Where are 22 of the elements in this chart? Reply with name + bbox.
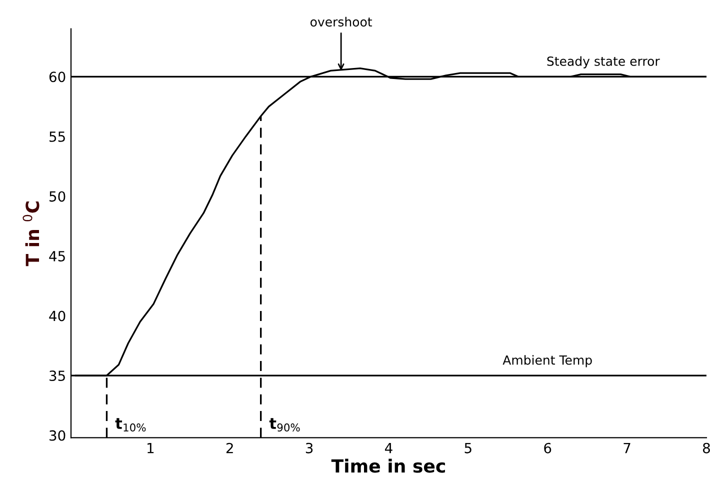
y-tick-label: 40 <box>49 310 66 322</box>
y-tick-label: 50 <box>50 191 66 202</box>
ref-line-label: Ambient Temp <box>502 355 592 368</box>
ref-line-label: t$_{90%}$ <box>269 418 300 432</box>
x-tick-label: 1 <box>148 443 154 454</box>
y-tick-label: 30 <box>50 430 66 441</box>
y-tick-label: 55 <box>50 132 65 142</box>
x-tick-label: 7 <box>624 443 630 454</box>
y-tick-label: 60 <box>49 72 66 82</box>
y-tick-label: 35 <box>50 370 65 382</box>
x-tick-label: 2 <box>226 442 233 454</box>
x-tick-label: 4 <box>384 443 392 454</box>
ref-line-label: Steady state error <box>547 56 660 68</box>
x-tick-label: 8 <box>702 442 710 454</box>
y-tick-label: 45 <box>49 251 65 262</box>
x-tick-label: 3 <box>306 442 313 454</box>
x-tick-label: 5 <box>464 443 472 454</box>
x-tick-label: 6 <box>544 442 552 454</box>
ref-line-label: t$_{10%}$ <box>115 418 146 432</box>
y-axis-title: T in $^{0}$C <box>22 202 40 266</box>
x-axis-title: Time in sec <box>331 458 445 473</box>
annotation: overshoot <box>310 16 372 27</box>
